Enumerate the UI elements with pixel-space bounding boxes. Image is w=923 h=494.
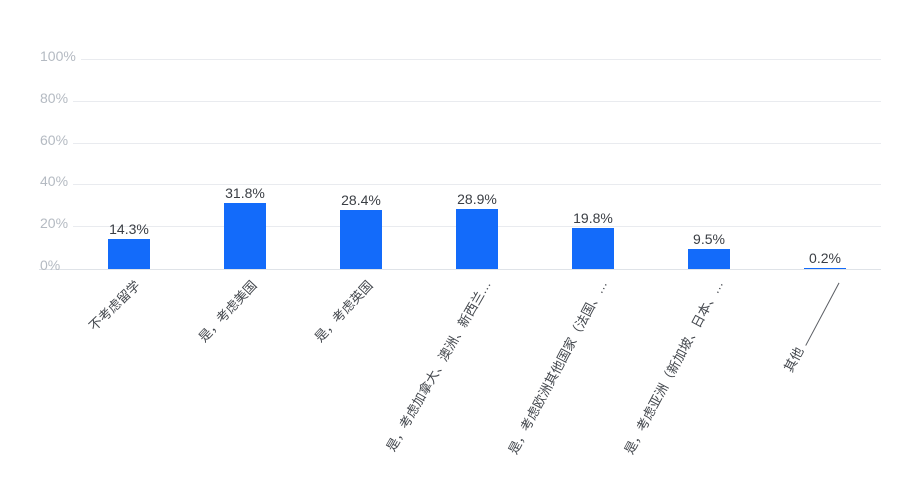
y-tick-label: 20% bbox=[40, 215, 69, 232]
bar[interactable] bbox=[688, 249, 730, 269]
y-tick-label: 0% bbox=[40, 257, 61, 273]
x-tick-label: 其他 bbox=[780, 277, 843, 375]
bar-value-label: 28.9% bbox=[457, 190, 497, 207]
x-tick-label-text: 其他 bbox=[780, 344, 807, 375]
bar-value-label: 0.2% bbox=[809, 249, 841, 266]
gridline bbox=[73, 100, 881, 102]
bar[interactable] bbox=[804, 267, 846, 269]
x-tick-label-text: 是，考虑亚洲（新加坡、日本、… bbox=[621, 277, 727, 457]
y-tick-label: 80% bbox=[40, 89, 69, 106]
y-tick-row: 60% bbox=[40, 128, 881, 148]
x-tick-label: 是，考虑加拿大、澳洲、新西兰… bbox=[382, 277, 494, 454]
bar[interactable] bbox=[340, 209, 382, 269]
x-tick-label: 是，考虑欧洲其他国家（法国、… bbox=[504, 277, 611, 457]
gridline bbox=[73, 142, 881, 144]
x-tick-label-text: 是，考虑美国 bbox=[195, 277, 260, 345]
x-tick-label-text: 是，考虑英国 bbox=[311, 277, 376, 345]
y-tick-label: 40% bbox=[40, 173, 69, 190]
bar-value-label: 14.3% bbox=[109, 221, 149, 238]
gridline bbox=[73, 184, 881, 186]
x-tick-label: 是，考虑美国 bbox=[195, 277, 261, 346]
y-tick-row: 100% bbox=[40, 44, 881, 64]
bar[interactable] bbox=[572, 227, 614, 269]
x-tick-label: 是，考虑英国 bbox=[311, 277, 377, 346]
other-option-leader-line bbox=[805, 282, 840, 346]
bar[interactable] bbox=[224, 202, 266, 269]
y-tick-label: 60% bbox=[40, 131, 69, 148]
bar[interactable] bbox=[456, 208, 498, 269]
bar-value-label: 31.8% bbox=[225, 184, 265, 201]
x-tick-label: 不考虑留学 bbox=[85, 277, 144, 334]
x-tick-label-text: 不考虑留学 bbox=[85, 277, 144, 334]
x-tick-label-text: 是，考虑加拿大、澳洲、新西兰… bbox=[383, 277, 494, 454]
bar-value-label: 28.4% bbox=[341, 191, 381, 208]
bar[interactable] bbox=[108, 239, 150, 269]
y-tick-label: 100% bbox=[40, 48, 76, 64]
bar-value-label: 9.5% bbox=[693, 231, 725, 248]
x-tick-label-text: 是，考虑欧洲其他国家（法国、… bbox=[505, 277, 611, 457]
y-tick-row: 40% bbox=[40, 169, 881, 190]
y-tick-row: 0% bbox=[40, 253, 61, 273]
x-axis-line bbox=[39, 269, 881, 270]
x-tick-label: 是，考虑亚洲（新加坡、日本、… bbox=[620, 277, 727, 457]
gridline bbox=[80, 59, 881, 60]
y-tick-row: 80% bbox=[40, 86, 881, 106]
bar-value-label: 19.8% bbox=[573, 209, 613, 226]
